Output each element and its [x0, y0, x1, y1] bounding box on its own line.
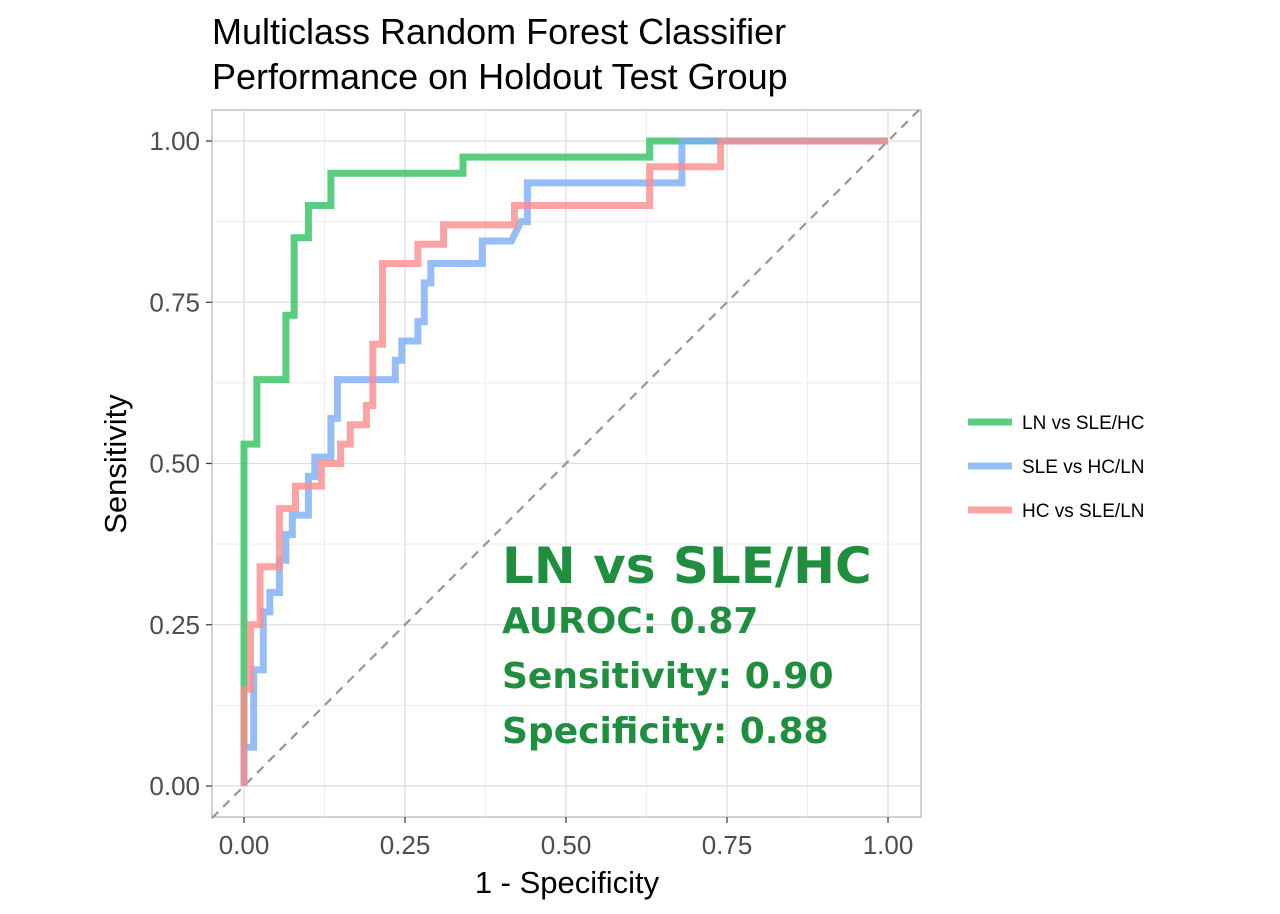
y-axis-ticks: 0.00 0.25 0.50 0.75 1.00	[149, 126, 212, 801]
x-tick-label: 0.75	[702, 830, 753, 860]
roc-annotation: LN vs SLE/HC AUROC: 0.87 Sensitivity: 0.…	[502, 537, 872, 752]
x-tick-label: 1.00	[863, 830, 914, 860]
legend: LN vs SLE/HC SLE vs HC/LN HC vs SLE/LN	[968, 413, 1144, 522]
roc-curve-ln-vs-sle-hc	[240, 137, 888, 786]
chart-title-line-1: Multiclass Random Forest Classifier	[212, 11, 786, 52]
roc-curve-hc-vs-sle-ln	[240, 137, 888, 786]
y-tick-label: 1.00	[149, 126, 200, 156]
legend-label-ln-vs-sle-hc: LN vs SLE/HC	[1022, 413, 1144, 434]
x-axis-ticks: 0.00 0.25 0.50 0.75 1.00	[219, 817, 914, 860]
annotation-auroc: AUROC: 0.87	[502, 601, 758, 642]
y-axis-title: Sensitivity	[98, 394, 133, 534]
y-tick-label: 0.75	[149, 287, 200, 317]
roc-curve-sle-vs-hc-ln	[240, 137, 888, 786]
annotation-sensitivity: Sensitivity: 0.90	[502, 656, 834, 697]
legend-label-hc-vs-sle-ln: HC vs SLE/LN	[1022, 501, 1144, 522]
chart-title-line-2: Performance on Holdout Test Group	[212, 56, 788, 97]
chart-title: Multiclass Random Forest Classifier Perf…	[212, 11, 788, 97]
chance-diagonal-line	[211, 107, 921, 820]
legend-label-sle-vs-hc-ln: SLE vs HC/LN	[1022, 457, 1144, 478]
x-tick-label: 0.50	[541, 830, 592, 860]
x-tick-label: 0.00	[219, 830, 270, 860]
annotation-heading: LN vs SLE/HC	[502, 537, 872, 595]
y-tick-label: 0.00	[149, 771, 200, 801]
annotation-specificity: Specificity: 0.88	[502, 711, 829, 752]
y-tick-label: 0.50	[149, 449, 200, 479]
x-axis-title: 1 - Specificity	[475, 865, 660, 900]
y-tick-label: 0.25	[149, 610, 200, 640]
roc-curves	[240, 137, 888, 786]
x-tick-label: 0.25	[380, 830, 431, 860]
